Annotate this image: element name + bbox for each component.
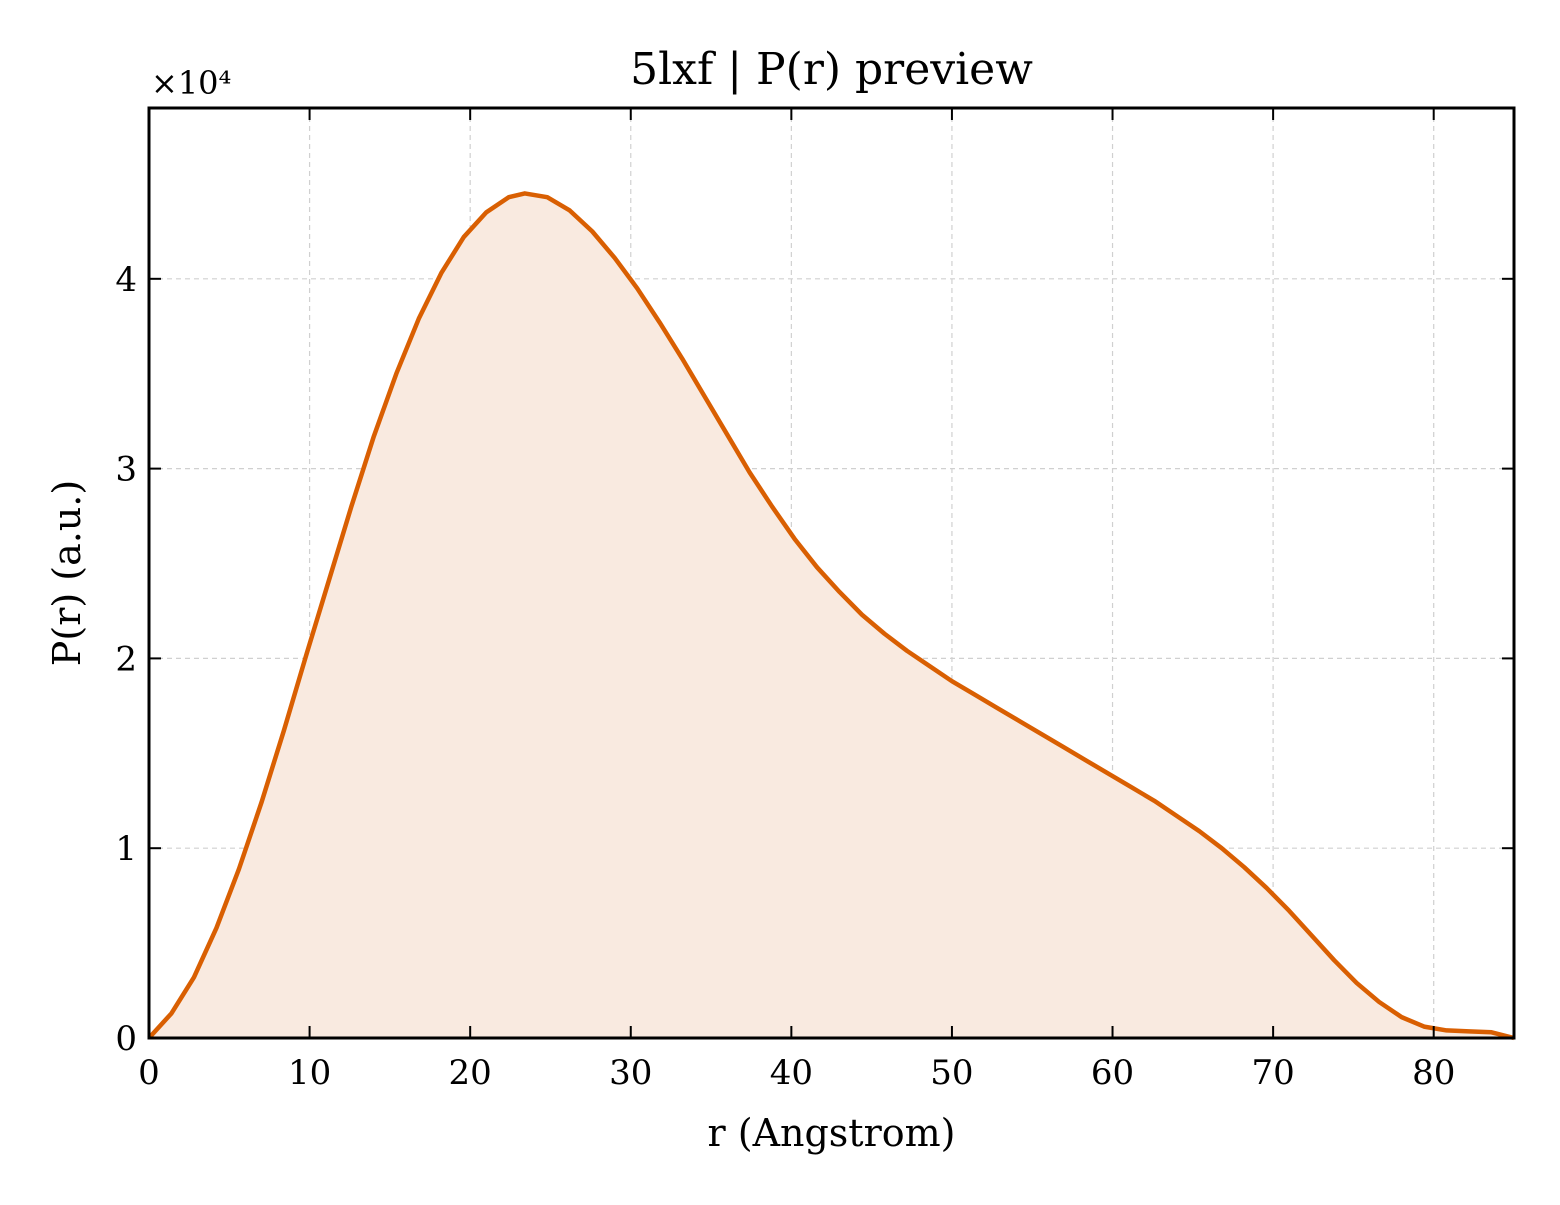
x-tick-label: 50 bbox=[930, 1053, 973, 1093]
area-layer bbox=[149, 193, 1514, 1038]
y-tick-label: 4 bbox=[115, 260, 137, 300]
y-offset-label: ×10⁴ bbox=[151, 64, 231, 102]
x-axis-label: r (Angstrom) bbox=[708, 1111, 956, 1155]
x-tick-label: 10 bbox=[288, 1053, 331, 1093]
tick-layer: 0 10 20 30 40 50 60 70 80 0 1 2 3 4 bbox=[115, 108, 1514, 1093]
y-tick-label: 1 bbox=[115, 829, 137, 869]
y-axis-label: P(r) (a.u.) bbox=[45, 480, 89, 666]
pr-curve-line bbox=[147, 191, 1515, 1041]
y-tick-label: 3 bbox=[115, 450, 137, 490]
x-tick-label: 40 bbox=[770, 1053, 813, 1093]
y-tick-label: 0 bbox=[115, 1019, 137, 1059]
x-tick-label: 0 bbox=[138, 1053, 160, 1093]
x-tick-label: 30 bbox=[609, 1053, 652, 1093]
x-tick-label: 70 bbox=[1251, 1053, 1294, 1093]
x-tick-label: 80 bbox=[1412, 1053, 1455, 1093]
x-tick-label: 20 bbox=[449, 1053, 492, 1093]
plot-frame bbox=[147, 106, 1516, 1040]
line-layer bbox=[147, 191, 1515, 1041]
pr-area-fill bbox=[149, 193, 1514, 1038]
chart-title: 5lxf | P(r) preview bbox=[630, 44, 1033, 95]
x-tick-label: 60 bbox=[1091, 1053, 1134, 1093]
y-tick-label: 2 bbox=[115, 639, 137, 679]
